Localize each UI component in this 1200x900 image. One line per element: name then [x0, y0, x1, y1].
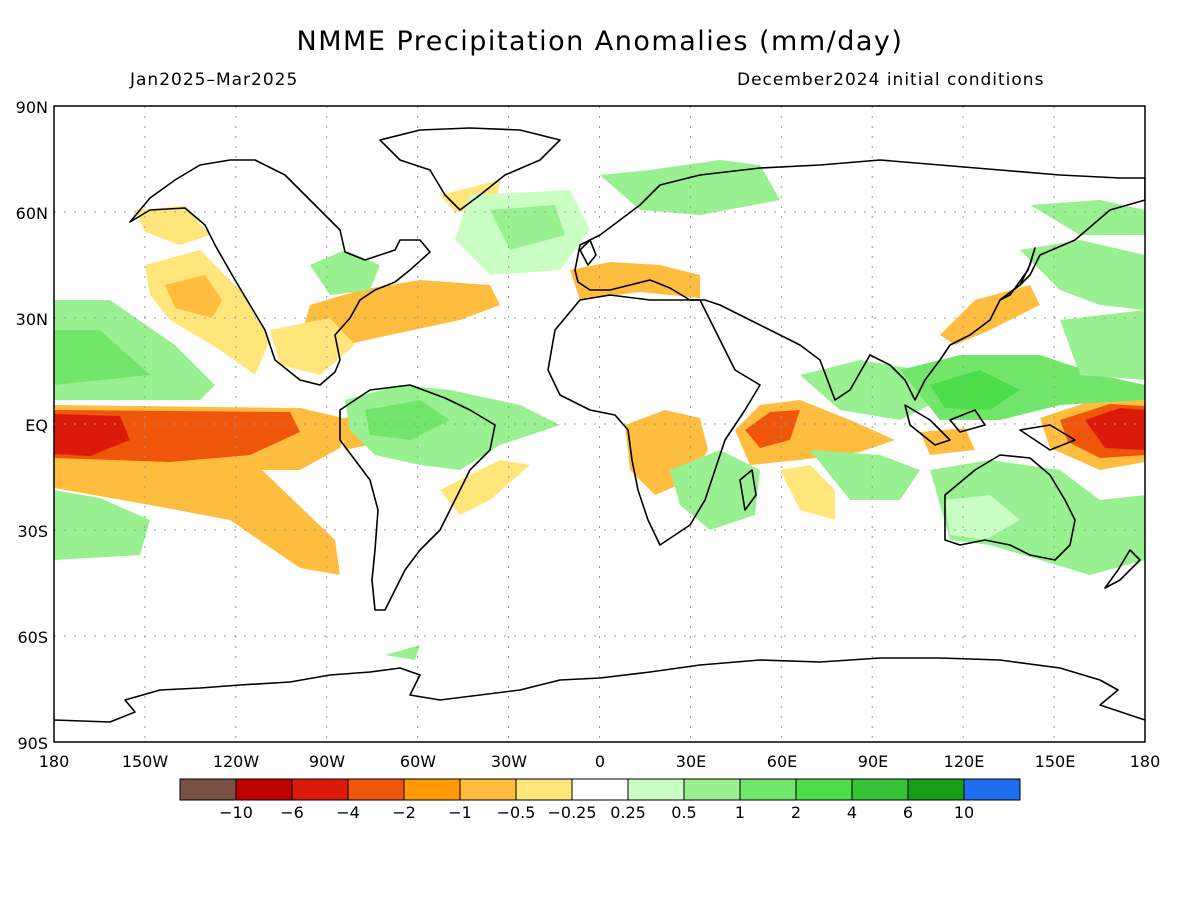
lon-label: 120W: [213, 752, 260, 771]
colorbar-label: −4: [336, 803, 360, 822]
colorbar-label: −2: [392, 803, 416, 822]
greenland-outline: [379, 127, 561, 211]
lat-label: 60N: [16, 204, 48, 223]
anomaly-wet-australia-light: [945, 495, 1020, 540]
anomaly-strong-dry-pacific: [54, 414, 130, 456]
lat-label: 30N: [16, 310, 48, 329]
anomaly-wet-maritime-core: [930, 370, 1020, 410]
lon-label: 30W: [491, 752, 527, 771]
anomaly-dry-east-asia: [940, 285, 1040, 345]
anomaly-wet-north-pacific-core: [54, 330, 150, 385]
colorbar-swatch: [179, 778, 237, 801]
colorbar-label: −10: [219, 803, 253, 822]
lat-label: 90S: [17, 734, 48, 753]
colorbar-swatch: [963, 778, 1021, 801]
longitude-labels: 180 150W 120W 90W 60W 30W 0 30E 60E 90E …: [39, 752, 1161, 771]
africa-outline: [547, 294, 761, 546]
anomaly-dry-north-america: [135, 206, 210, 245]
colorbar-label: −6: [280, 803, 304, 822]
anomaly-wet-canada: [310, 250, 380, 295]
lon-label: 60E: [767, 752, 797, 771]
colorbar-swatch: [291, 778, 349, 801]
lon-label: 180: [1130, 752, 1161, 771]
anomaly-wet-western-pacific: [1060, 310, 1145, 380]
anomaly-dry-indian-ocean-core: [745, 410, 800, 448]
north-america-outline: [129, 159, 431, 386]
indonesia-outline: [904, 404, 986, 446]
lon-label: 150E: [1035, 752, 1076, 771]
lat-label: 90N: [16, 98, 48, 117]
anomaly-strong-dry-west-pacific: [1085, 408, 1145, 450]
lon-label: 30E: [676, 752, 706, 771]
colorbar-labels: −10 −6 −4 −2 −1 −0.5 −0.25 0.25 0.5 1 2 …: [219, 803, 974, 822]
colorbar-swatch: [347, 778, 405, 801]
colorbar-label: 1: [735, 803, 745, 822]
map-title: NMME Precipitation Anomalies (mm/day): [296, 26, 904, 57]
colorbar-swatch: [403, 778, 461, 801]
colorbar-label: 6: [903, 803, 913, 822]
japan-outline: [999, 247, 1036, 301]
coastlines: [54, 127, 1145, 723]
lon-label: 90W: [309, 752, 345, 771]
colorbar-label: 2: [791, 803, 801, 822]
anomaly-dry-gulf: [270, 318, 355, 375]
colorbar-swatch: [739, 778, 797, 801]
colorbar-swatch: [683, 778, 741, 801]
colorbar-label: 10: [954, 803, 974, 822]
initial-conditions-label: December2024 initial conditions: [737, 70, 1045, 90]
colorbar-label: 0.25: [610, 803, 646, 822]
map-frame: [53, 105, 1146, 743]
colorbar-swatch: [459, 778, 517, 801]
colorbar: [179, 778, 1021, 801]
colorbar-swatch: [571, 778, 629, 801]
lat-label: EQ: [25, 416, 48, 435]
new-guinea-outline: [1019, 424, 1076, 451]
colorbar-swatch: [515, 778, 573, 801]
colorbar-swatch: [907, 778, 965, 801]
latitude-labels: 90N 60N 30N EQ 30S 60S 90S: [16, 98, 48, 753]
colorbar-label: −0.5: [497, 803, 536, 822]
anomaly-wet-north-pacific-west: [1020, 240, 1145, 310]
new-zealand-outline: [1104, 549, 1141, 589]
colorbar-label: −1: [448, 803, 472, 822]
lon-label: 150W: [122, 752, 169, 771]
colorbar-label: 0.5: [671, 803, 696, 822]
british-isles-outline: [579, 239, 597, 266]
anomaly-shading: [54, 160, 1145, 660]
forecast-period: Jan2025–Mar2025: [130, 70, 299, 90]
anomaly-wet-africa-south: [670, 450, 760, 530]
south-america-outline: [339, 384, 496, 611]
anomaly-dry-south-indian-ocean: [780, 465, 835, 520]
anomaly-dry-ne-pacific-core: [165, 275, 222, 318]
anomaly-wet-australia: [930, 460, 1145, 575]
colorbar-swatch: [795, 778, 853, 801]
lat-label: 30S: [17, 522, 48, 541]
australia-outline: [944, 454, 1076, 561]
colorbar-label: 4: [847, 803, 857, 822]
colorbar-swatch: [235, 778, 293, 801]
anomaly-wet-antarctic: [385, 645, 420, 660]
colorbar-swatch: [851, 778, 909, 801]
colorbar-label: −0.25: [547, 803, 596, 822]
lon-label: 60W: [400, 752, 436, 771]
lon-label: 180: [39, 752, 70, 771]
anomaly-dry-us-atlantic: [300, 280, 500, 345]
lat-lon-grid: [54, 106, 1145, 742]
anomaly-dry-south-atlantic: [440, 460, 530, 515]
antarctica-outline: [54, 657, 1145, 723]
colorbar-swatch: [627, 778, 685, 801]
lat-label: 60S: [17, 628, 48, 647]
lon-label: 90E: [858, 752, 888, 771]
anomaly-wet-amazon-core: [365, 400, 450, 440]
lon-label: 0: [595, 752, 605, 771]
anomaly-wet-south-indian-ocean: [810, 450, 920, 500]
lon-label: 120E: [944, 752, 985, 771]
madagascar-outline: [739, 469, 757, 511]
anomaly-wet-south-pacific: [54, 490, 150, 560]
